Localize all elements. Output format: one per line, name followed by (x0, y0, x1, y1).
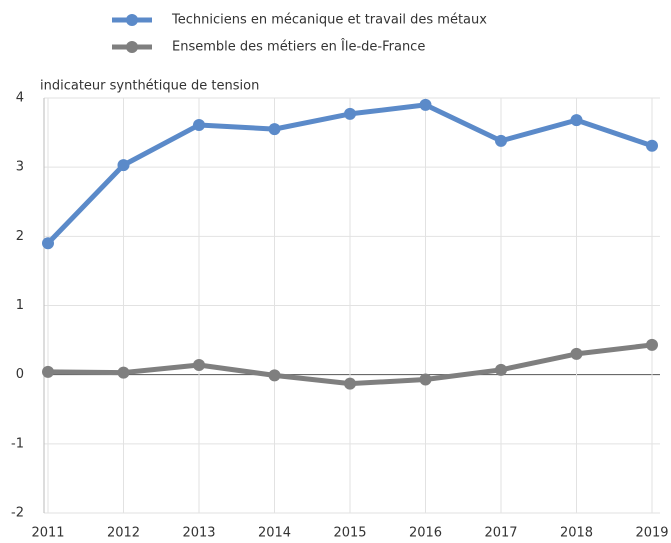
legend-marker (126, 14, 138, 26)
legend-marker (126, 41, 138, 53)
data-point (419, 98, 432, 111)
data-point (646, 139, 658, 152)
data-point (344, 107, 356, 120)
y-tick-label: 2 (16, 229, 24, 244)
y-tick-label: 3 (16, 160, 24, 175)
x-tick-label: 2014 (258, 526, 291, 541)
data-point (268, 369, 281, 382)
data-point (117, 159, 130, 172)
data-point (646, 338, 658, 351)
data-point (570, 114, 583, 127)
x-tick-label: 2012 (107, 526, 140, 541)
y-tick-label: 0 (16, 367, 24, 382)
legend-label: Ensemble des métiers en Île-de-France (172, 39, 425, 55)
data-point (495, 134, 507, 147)
data-point (268, 123, 281, 136)
x-tick-label: 2016 (409, 526, 442, 541)
y-tick-label: -2 (11, 506, 24, 521)
data-point (117, 366, 130, 379)
y-tick-label: 1 (16, 298, 24, 313)
x-tick-label: 2011 (31, 526, 64, 541)
y-tick-label: 4 (16, 91, 24, 106)
data-point (344, 377, 356, 390)
data-point (193, 358, 205, 371)
data-point (193, 118, 205, 131)
data-point (495, 363, 507, 376)
data-point (42, 365, 54, 378)
x-tick-label: 2017 (484, 526, 517, 541)
data-point (42, 237, 54, 250)
data-point (570, 347, 583, 360)
x-tick-label: 2018 (560, 526, 593, 541)
y-tick-label: -1 (11, 436, 24, 451)
legend-label: Techniciens en mécanique et travail des … (171, 13, 487, 28)
data-point (419, 373, 432, 386)
x-tick-label: 2019 (635, 526, 668, 541)
x-tick-label: 2015 (333, 526, 366, 541)
y-axis-label: indicateur synthétique de tension (40, 79, 259, 94)
x-tick-label: 2013 (182, 526, 215, 541)
